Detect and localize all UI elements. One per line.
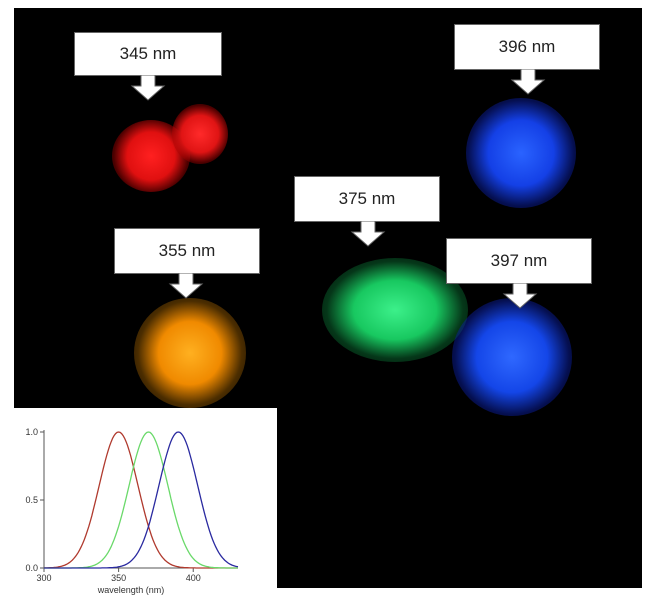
arrow-345-icon — [130, 75, 166, 101]
red-spot-b — [172, 104, 228, 164]
spectrum-inset: 0.0 0.5 1.0 300 350 400 wavelength (nm) — [0, 408, 277, 596]
orange-spot-355 — [134, 298, 246, 408]
label-396: 396 nm — [454, 24, 600, 70]
x-tick-label: 300 — [36, 573, 51, 583]
arrow-397-icon — [502, 283, 538, 309]
y-tick-label: 0.5 — [25, 495, 38, 505]
green-spot-375 — [322, 258, 468, 362]
x-axis-label: wavelength (nm) — [97, 585, 165, 595]
spectrum-chart: 0.0 0.5 1.0 300 350 400 wavelength (nm) — [25, 427, 239, 595]
label-375: 375 nm — [294, 176, 440, 222]
blue-spot-397 — [452, 298, 572, 416]
blue-spot-396 — [466, 98, 576, 208]
y-tick-label: 0.0 — [25, 563, 38, 573]
arrow-355-icon — [168, 273, 204, 299]
label-355: 355 nm — [114, 228, 260, 274]
y-tick-label: 1.0 — [25, 427, 38, 437]
series-line-3 — [44, 431, 239, 569]
label-345: 345 nm — [74, 32, 222, 76]
arrow-375-icon — [350, 221, 386, 247]
series-line-1 — [44, 431, 238, 569]
x-tick-label: 400 — [186, 573, 201, 583]
x-tick-label: 350 — [111, 573, 126, 583]
arrow-396-icon — [510, 69, 546, 95]
label-397: 397 nm — [446, 238, 592, 284]
